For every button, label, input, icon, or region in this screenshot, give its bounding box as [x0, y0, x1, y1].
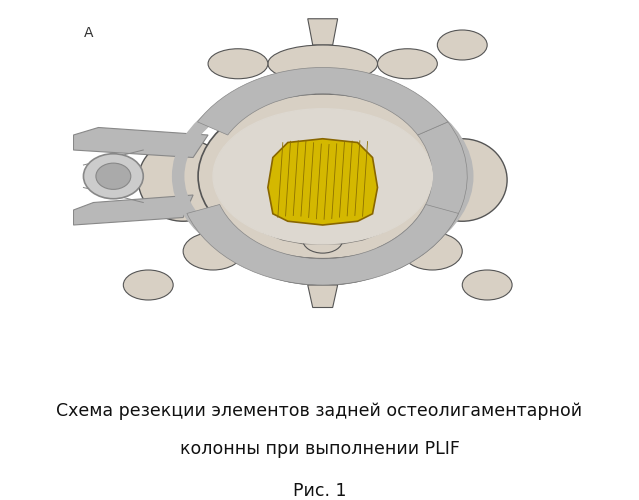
Wedge shape	[187, 204, 459, 285]
Ellipse shape	[208, 49, 268, 78]
Ellipse shape	[437, 30, 487, 60]
Circle shape	[96, 163, 131, 190]
Ellipse shape	[138, 138, 228, 221]
Ellipse shape	[198, 94, 447, 259]
Text: колонны при выполнении PLIF: колонны при выполнении PLIF	[180, 440, 459, 458]
Ellipse shape	[123, 270, 173, 300]
Circle shape	[84, 154, 143, 198]
Wedge shape	[378, 122, 467, 270]
Polygon shape	[362, 142, 392, 214]
Polygon shape	[268, 138, 378, 225]
Ellipse shape	[403, 232, 462, 270]
Ellipse shape	[183, 232, 243, 270]
Ellipse shape	[268, 45, 378, 82]
Polygon shape	[73, 128, 208, 158]
Ellipse shape	[303, 227, 343, 253]
Ellipse shape	[253, 232, 392, 285]
Ellipse shape	[378, 49, 437, 78]
Ellipse shape	[243, 120, 403, 232]
Polygon shape	[73, 195, 193, 225]
Wedge shape	[197, 68, 448, 135]
Text: A: A	[84, 26, 93, 40]
Polygon shape	[308, 285, 337, 308]
Ellipse shape	[213, 109, 433, 244]
Polygon shape	[308, 18, 337, 45]
FancyBboxPatch shape	[261, 133, 365, 220]
Polygon shape	[253, 142, 283, 214]
Polygon shape	[268, 138, 378, 225]
Ellipse shape	[417, 138, 507, 221]
Text: Схема резекции элементов задней остеолигаментарной: Схема резекции элементов задней остеолиг…	[56, 402, 583, 419]
Ellipse shape	[462, 270, 512, 300]
Text: Рис. 1: Рис. 1	[293, 482, 346, 500]
